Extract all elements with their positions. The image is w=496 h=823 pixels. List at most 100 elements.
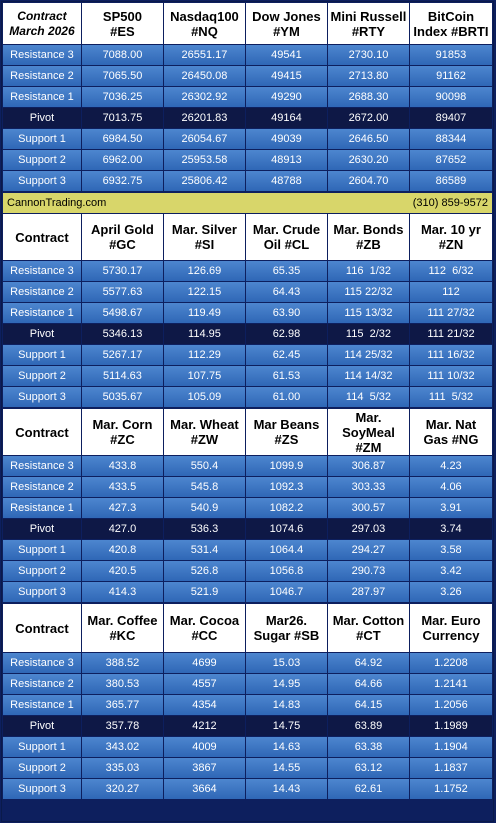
- level-value: 290.73: [327, 561, 409, 581]
- level-label: Support 3: [3, 582, 81, 602]
- header-row: Contract Mar. Corn #ZC Mar. Wheat #ZW Mar B…: [3, 409, 492, 455]
- level-row: Support 2 6962.00 25953.58 48913 2630.20 8765…: [3, 150, 492, 170]
- level-value: 1092.3: [245, 477, 327, 497]
- level-row: Resistance 2 380.53 4557 14.95 64.66 1.2141: [3, 674, 492, 694]
- level-value: 540.9: [163, 498, 245, 518]
- level-value: 63.38: [327, 737, 409, 757]
- level-row: Resistance 3 388.52 4699 15.03 64.92 1.2208: [3, 653, 492, 673]
- level-value: 86589: [409, 171, 492, 191]
- grains-table: Contract Mar. Corn #ZC Mar. Wheat #ZW Mar B…: [2, 408, 493, 603]
- level-value: 4212: [163, 716, 245, 736]
- level-value: 5267.17: [81, 345, 163, 365]
- level-value: 14.95: [245, 674, 327, 694]
- level-value: 63.12: [327, 758, 409, 778]
- instrument-header: SP500 #ES: [81, 3, 163, 44]
- level-value: 116 1/32: [327, 261, 409, 281]
- level-value: 3.91: [409, 498, 492, 518]
- level-value: 65.35: [245, 261, 327, 281]
- level-row: Resistance 1 365.77 4354 14.83 64.15 1.2056: [3, 695, 492, 715]
- level-value: 536.3: [163, 519, 245, 539]
- level-value: 414.3: [81, 582, 163, 602]
- level-value: 4.23: [409, 456, 492, 476]
- level-value: 111 27/32: [409, 303, 492, 323]
- level-value: 343.02: [81, 737, 163, 757]
- level-label: Pivot: [3, 108, 81, 128]
- level-value: 48913: [245, 150, 327, 170]
- level-value: 545.8: [163, 477, 245, 497]
- level-row: Resistance 3 5730.17 126.69 65.35 116 1/32 11…: [3, 261, 492, 281]
- level-value: 5114.63: [81, 366, 163, 386]
- instrument-header: Mar. Cotton #CT: [327, 604, 409, 652]
- level-value: 4009: [163, 737, 245, 757]
- level-value: 4.06: [409, 477, 492, 497]
- level-value: 420.5: [81, 561, 163, 581]
- level-row: Support 2 5114.63 107.75 61.53 114 14/32 111 …: [3, 366, 492, 386]
- level-value: 26201.83: [163, 108, 245, 128]
- level-value: 64.43: [245, 282, 327, 302]
- level-label: Pivot: [3, 324, 81, 344]
- level-value: 2672.00: [327, 108, 409, 128]
- instrument-header: Mar. Corn #ZC: [81, 409, 163, 455]
- level-value: 5577.63: [81, 282, 163, 302]
- level-value: 49541: [245, 45, 327, 65]
- pivot-row: Pivot 5346.13 114.95 62.98 115 2/32 111 21/32: [3, 324, 492, 344]
- level-label: Resistance 1: [3, 498, 81, 518]
- level-row: Resistance 1 7036.25 26302.92 49290 2688.30 9…: [3, 87, 492, 107]
- level-value: 365.77: [81, 695, 163, 715]
- level-value: 6984.50: [81, 129, 163, 149]
- level-value: 64.92: [327, 653, 409, 673]
- level-value: 1.1837: [409, 758, 492, 778]
- instrument-header: Mini Russell #RTY: [327, 3, 409, 44]
- level-value: 3.58: [409, 540, 492, 560]
- level-row: Support 1 420.8 531.4 1064.4 294.27 3.58: [3, 540, 492, 560]
- level-value: 63.90: [245, 303, 327, 323]
- level-value: 1.2141: [409, 674, 492, 694]
- level-value: 2688.30: [327, 87, 409, 107]
- level-value: 114.95: [163, 324, 245, 344]
- level-value: 114 25/32: [327, 345, 409, 365]
- level-value: 5035.67: [81, 387, 163, 407]
- level-row: Resistance 2 433.5 545.8 1092.3 303.33 4.06: [3, 477, 492, 497]
- level-row: Support 1 343.02 4009 14.63 63.38 1.1904: [3, 737, 492, 757]
- level-row: Resistance 1 5498.67 119.49 63.90 115 13/32 1…: [3, 303, 492, 323]
- level-value: 388.52: [81, 653, 163, 673]
- header-row: Contract March 2026 SP500 #ES Nasdaq100 #N…: [3, 3, 492, 44]
- level-row: Support 1 6984.50 26054.67 49039 2646.50 8834…: [3, 129, 492, 149]
- level-row: Resistance 2 7065.50 26450.08 49415 2713.80 9…: [3, 66, 492, 86]
- level-value: 2713.80: [327, 66, 409, 86]
- level-value: 14.63: [245, 737, 327, 757]
- level-value: 87652: [409, 150, 492, 170]
- level-value: 63.89: [327, 716, 409, 736]
- level-value: 3.74: [409, 519, 492, 539]
- level-value: 303.33: [327, 477, 409, 497]
- banner-site[interactable]: CannonTrading.com: [7, 197, 107, 209]
- level-value: 115 13/32: [327, 303, 409, 323]
- level-label: Support 2: [3, 150, 81, 170]
- level-value: 111 10/32: [409, 366, 492, 386]
- level-label: Support 2: [3, 561, 81, 581]
- level-label: Support 1: [3, 345, 81, 365]
- header-row: Contract Mar. Coffee #KC Mar. Cocoa #CC Mar…: [3, 604, 492, 652]
- instrument-header: Mar. SoyMeal #ZM: [327, 409, 409, 455]
- level-value: 62.45: [245, 345, 327, 365]
- level-value: 433.8: [81, 456, 163, 476]
- level-value: 49415: [245, 66, 327, 86]
- level-value: 25953.58: [163, 150, 245, 170]
- level-value: 526.8: [163, 561, 245, 581]
- level-value: 4557: [163, 674, 245, 694]
- level-label: Resistance 3: [3, 45, 81, 65]
- level-row: Support 3 414.3 521.9 1046.7 287.97 3.26: [3, 582, 492, 602]
- level-value: 62.61: [327, 779, 409, 799]
- level-label: Resistance 2: [3, 66, 81, 86]
- level-label: Support 2: [3, 366, 81, 386]
- instrument-header: Mar. Coffee #KC: [81, 604, 163, 652]
- instrument-header: Mar. 10 yr #ZN: [409, 214, 492, 260]
- level-label: Resistance 3: [3, 261, 81, 281]
- level-value: 15.03: [245, 653, 327, 673]
- metals-energy-rates-table: Contract April Gold #GC Mar. Silver #SI Mar…: [2, 213, 493, 408]
- level-value: 61.53: [245, 366, 327, 386]
- level-label: Support 2: [3, 758, 81, 778]
- level-value: 3.42: [409, 561, 492, 581]
- level-value: 111 5/32: [409, 387, 492, 407]
- level-value: 357.78: [81, 716, 163, 736]
